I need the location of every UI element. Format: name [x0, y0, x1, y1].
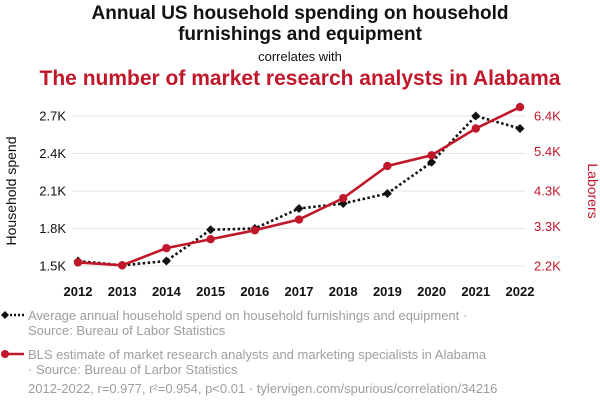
x-tick-label: 2017 [285, 284, 314, 299]
data-point-analysts [515, 102, 525, 112]
y-tick-label-right: 4.3K [534, 184, 561, 199]
series-layer [73, 102, 525, 270]
legend-symbol-solid-circle [1, 350, 24, 358]
y-tick-label-left: 1.8K [39, 221, 66, 236]
data-point-analysts [73, 258, 83, 267]
data-point-analysts [471, 124, 480, 133]
y-axis-label-right: Laborers [585, 163, 600, 218]
y-axis-label-left: Household spend [3, 137, 19, 246]
x-tick-label: 2013 [108, 284, 137, 299]
legend-label-analysts-line-2: · Source: Bureau of Larbor Statistics [28, 362, 238, 377]
x-tick-label: 2016 [240, 284, 269, 299]
axis-labels: 1.5K 1.8K 2.1K 2.4K 2.7K 2.2K 3.3K 4.3K 5.4K 6.4K… [3, 109, 600, 300]
x-tick-label: 2020 [417, 284, 446, 299]
data-point-analysts [427, 151, 436, 160]
data-point-household-spend [471, 111, 481, 121]
data-point-household-spend [427, 157, 437, 167]
chart-subtitle: The number of market research analysts i… [39, 67, 561, 90]
y-tick-label-right: 5.4K [534, 144, 561, 159]
legend-label-household-spend-line-1: Average annual household spend on househ… [28, 308, 468, 323]
y-tick-label-left: 2.7K [39, 109, 66, 124]
footer-stats: 2012-2022, r=0.977, r²=0.954, p<0.01 · t… [28, 381, 498, 396]
legend-symbol-dotted-diamond [1, 311, 24, 319]
data-point-household-spend [161, 256, 171, 266]
data-point-household-spend [206, 225, 216, 235]
chart-title: Annual US household spending on househol… [0, 3, 600, 45]
x-tick-label: 2014 [152, 284, 182, 299]
legend-label-household-spend-line-2: Source: Bureau of Labor Statistics [28, 323, 226, 338]
data-point-analysts [250, 226, 259, 235]
y-tick-label-left: 2.4K [39, 146, 66, 161]
legend-label-analysts-line-1: BLS estimate of market research analysts… [28, 347, 487, 362]
grid-lines [72, 115, 526, 267]
chart-title-line-1: Annual US household spending on househol… [91, 3, 509, 24]
data-point-analysts [383, 161, 392, 171]
x-tick-label: 2018 [329, 284, 358, 299]
y-tick-label-left: 1.5K [39, 259, 66, 274]
data-point-analysts [118, 261, 127, 270]
x-tick-label: 2019 [373, 284, 402, 299]
data-point-analysts [294, 215, 304, 224]
data-point-analysts [162, 243, 171, 253]
data-point-household-spend [382, 189, 392, 198]
x-tick-label: 2012 [64, 284, 93, 299]
x-tick-label: 2015 [196, 284, 225, 299]
data-point-household-spend [515, 124, 525, 133]
chart-title-line-2: furnishings and equipment [178, 24, 422, 45]
y-tick-label-right: 3.3K [534, 219, 561, 234]
x-tick-label: 2022 [506, 284, 535, 299]
y-tick-label-right: 6.4K [534, 109, 561, 124]
y-tick-label-right: 2.2K [534, 259, 561, 274]
data-point-analysts [206, 235, 215, 244]
data-point-analysts [339, 193, 348, 203]
series-line-analysts [77, 105, 521, 267]
data-point-household-spend [294, 204, 304, 213]
x-tick-label: 2021 [461, 284, 490, 299]
correlates-with-label: correlates with [258, 49, 342, 64]
y-tick-label-left: 2.1K [39, 184, 66, 199]
